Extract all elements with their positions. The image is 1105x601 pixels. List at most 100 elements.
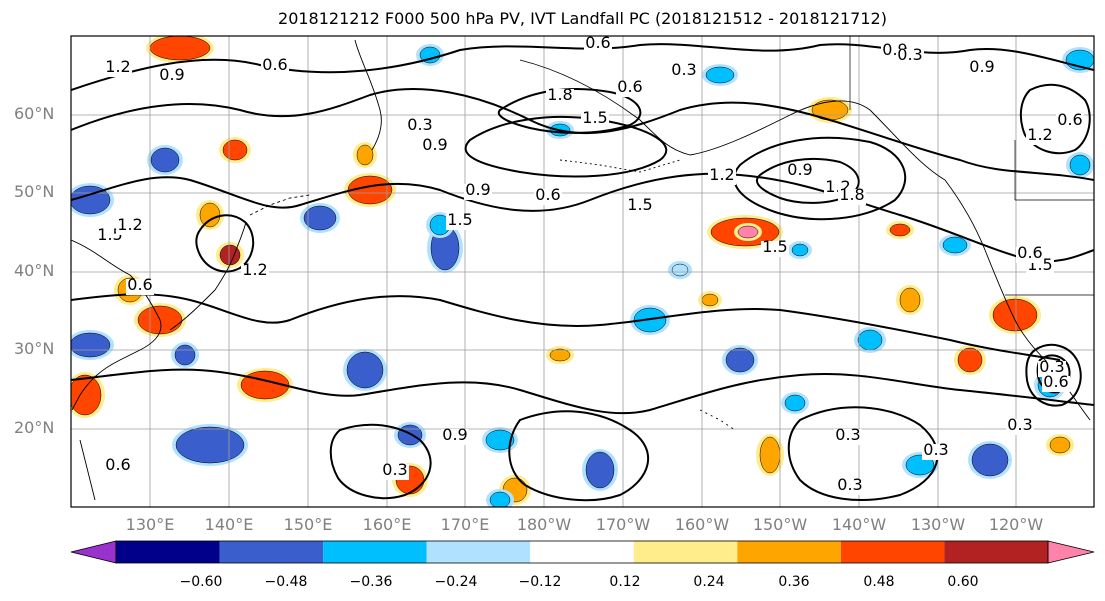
map-frame bbox=[70, 35, 1095, 508]
colorbar-tick-label: 0.24 bbox=[693, 574, 725, 590]
contour-label-bg bbox=[626, 199, 654, 215]
anomaly-patch bbox=[899, 287, 921, 313]
anomaly-patch bbox=[222, 139, 248, 161]
border-layer bbox=[849, 36, 1094, 296]
contour-label: 1.2 bbox=[117, 215, 142, 234]
contour-label: 0.6 bbox=[105, 455, 130, 474]
contour-label-bg bbox=[968, 61, 996, 77]
contour-label-bg bbox=[761, 241, 789, 257]
lon-label-130e: 130°E bbox=[125, 515, 175, 534]
pv-contour-7 bbox=[464, 115, 668, 178]
anomaly-patch bbox=[549, 348, 571, 362]
lon-label-120w: 120°W bbox=[988, 515, 1044, 534]
contour-label: 1.5 bbox=[582, 108, 607, 127]
colorbar-segment bbox=[840, 541, 945, 563]
contour-label-bg bbox=[1016, 247, 1044, 263]
colorbar-extend-high bbox=[1047, 540, 1095, 564]
lat-label-50n: 50°N bbox=[14, 182, 55, 201]
contour-label: 0.3 bbox=[407, 115, 432, 134]
lon-label-140e: 140°E bbox=[204, 515, 254, 534]
lat-label-40n: 40°N bbox=[14, 261, 55, 280]
colorbar-tick-label: 0.60 bbox=[947, 574, 979, 590]
contour-label: 0.3 bbox=[1039, 357, 1064, 376]
anomaly-patch bbox=[419, 46, 441, 64]
contour-label: 0.3 bbox=[671, 60, 696, 79]
anomaly-patch bbox=[397, 424, 423, 446]
anomaly-patch bbox=[585, 451, 615, 489]
contour-label-bg bbox=[1038, 361, 1066, 377]
pv-contour-12 bbox=[1025, 343, 1082, 407]
coastline-alaska bbox=[519, 59, 946, 181]
contour-label-bg bbox=[838, 189, 866, 205]
anomaly-patch bbox=[942, 236, 968, 254]
anomaly-patch bbox=[857, 329, 883, 351]
coastline-japan bbox=[169, 221, 247, 331]
pv-contour-5 bbox=[71, 368, 1094, 415]
pv-contour-14 bbox=[508, 410, 649, 502]
map-title: 2018121212 F000 500 hPa PV, IVT Landfall… bbox=[278, 9, 887, 28]
contour-label-bg bbox=[1056, 114, 1084, 130]
anomaly-patch bbox=[71, 332, 111, 358]
coastline-asia bbox=[71, 239, 162, 411]
pv-contour-13 bbox=[195, 214, 255, 273]
contour-label-layer: 1.2 0.90.60.60.30.91.81.50.60.30.90.91.50… bbox=[96, 33, 1084, 495]
contour-label-bg bbox=[406, 119, 434, 135]
contour-label-bg bbox=[1006, 419, 1034, 435]
colorbar-tick-label: 0.48 bbox=[863, 574, 895, 590]
coastline-hawaii bbox=[699, 409, 736, 431]
contour-label-bg bbox=[581, 112, 609, 128]
pv-contour-4 bbox=[71, 293, 1061, 361]
contour-label: 1.2 bbox=[1027, 125, 1052, 144]
contour-label-bg bbox=[534, 189, 562, 205]
contour-label-bg bbox=[261, 59, 289, 75]
anomaly-patch bbox=[705, 66, 735, 84]
contour-label: 0.3 bbox=[382, 460, 407, 479]
colorbar-tick-label: −0.60 bbox=[179, 574, 223, 590]
contour-label-bg bbox=[1042, 376, 1070, 392]
contour-label: 0.6 bbox=[1017, 243, 1042, 262]
anomaly-patch bbox=[485, 429, 515, 451]
anomaly-patch bbox=[759, 436, 781, 474]
coastline-aleutians bbox=[559, 159, 681, 173]
contour-label-bg bbox=[670, 64, 698, 80]
lon-label-180w: 180°W bbox=[516, 515, 572, 534]
contour-label: 0.3 bbox=[897, 45, 922, 64]
coastline-kuril bbox=[249, 194, 311, 216]
coastline-layer bbox=[71, 39, 1091, 501]
colorbar-tick-label: −0.48 bbox=[264, 574, 308, 590]
colorbar-tick-label: 0.36 bbox=[778, 574, 810, 590]
anomaly-patch bbox=[174, 344, 196, 366]
lon-label-140w: 140°W bbox=[831, 515, 887, 534]
contour-label: 0.9 bbox=[465, 180, 490, 199]
colorbar-segment bbox=[737, 541, 841, 563]
anomaly-patch bbox=[1069, 154, 1091, 176]
contour-label-bg bbox=[834, 429, 862, 445]
anomaly-patch bbox=[149, 36, 211, 61]
anomaly-patch bbox=[701, 293, 719, 307]
lat-label-30n: 30°N bbox=[14, 339, 55, 358]
lon-label-170w: 170°W bbox=[595, 515, 651, 534]
anomaly-patch bbox=[199, 202, 221, 228]
anomaly-patch bbox=[347, 175, 393, 205]
contour-label: 1.5 bbox=[762, 237, 787, 256]
contour-label: 0.6 bbox=[535, 185, 560, 204]
colorbar-segment bbox=[426, 541, 531, 563]
pv-contour-3 bbox=[71, 172, 1094, 263]
anomaly-patch bbox=[71, 374, 102, 416]
lon-label-160e: 160°E bbox=[362, 515, 412, 534]
lat-label-60n: 60°N bbox=[14, 104, 55, 123]
contour-label-bg bbox=[708, 169, 736, 185]
contour-label-bg bbox=[786, 164, 814, 180]
contour-label: 0.9 bbox=[787, 160, 812, 179]
contour-label-bg bbox=[1026, 129, 1054, 145]
contour-label-bg bbox=[104, 459, 132, 475]
anomaly-patch bbox=[971, 443, 1009, 477]
anomaly-patch bbox=[889, 223, 911, 237]
contour-label-bg bbox=[421, 139, 449, 155]
colorbar-tick-label: −0.24 bbox=[434, 574, 478, 590]
lat-label-20n: 20°N bbox=[14, 418, 55, 437]
anomaly-patch bbox=[737, 225, 759, 239]
colorbar-segment bbox=[323, 541, 427, 563]
anomaly-patch bbox=[957, 347, 983, 373]
contour-label: 0.6 bbox=[585, 33, 610, 52]
